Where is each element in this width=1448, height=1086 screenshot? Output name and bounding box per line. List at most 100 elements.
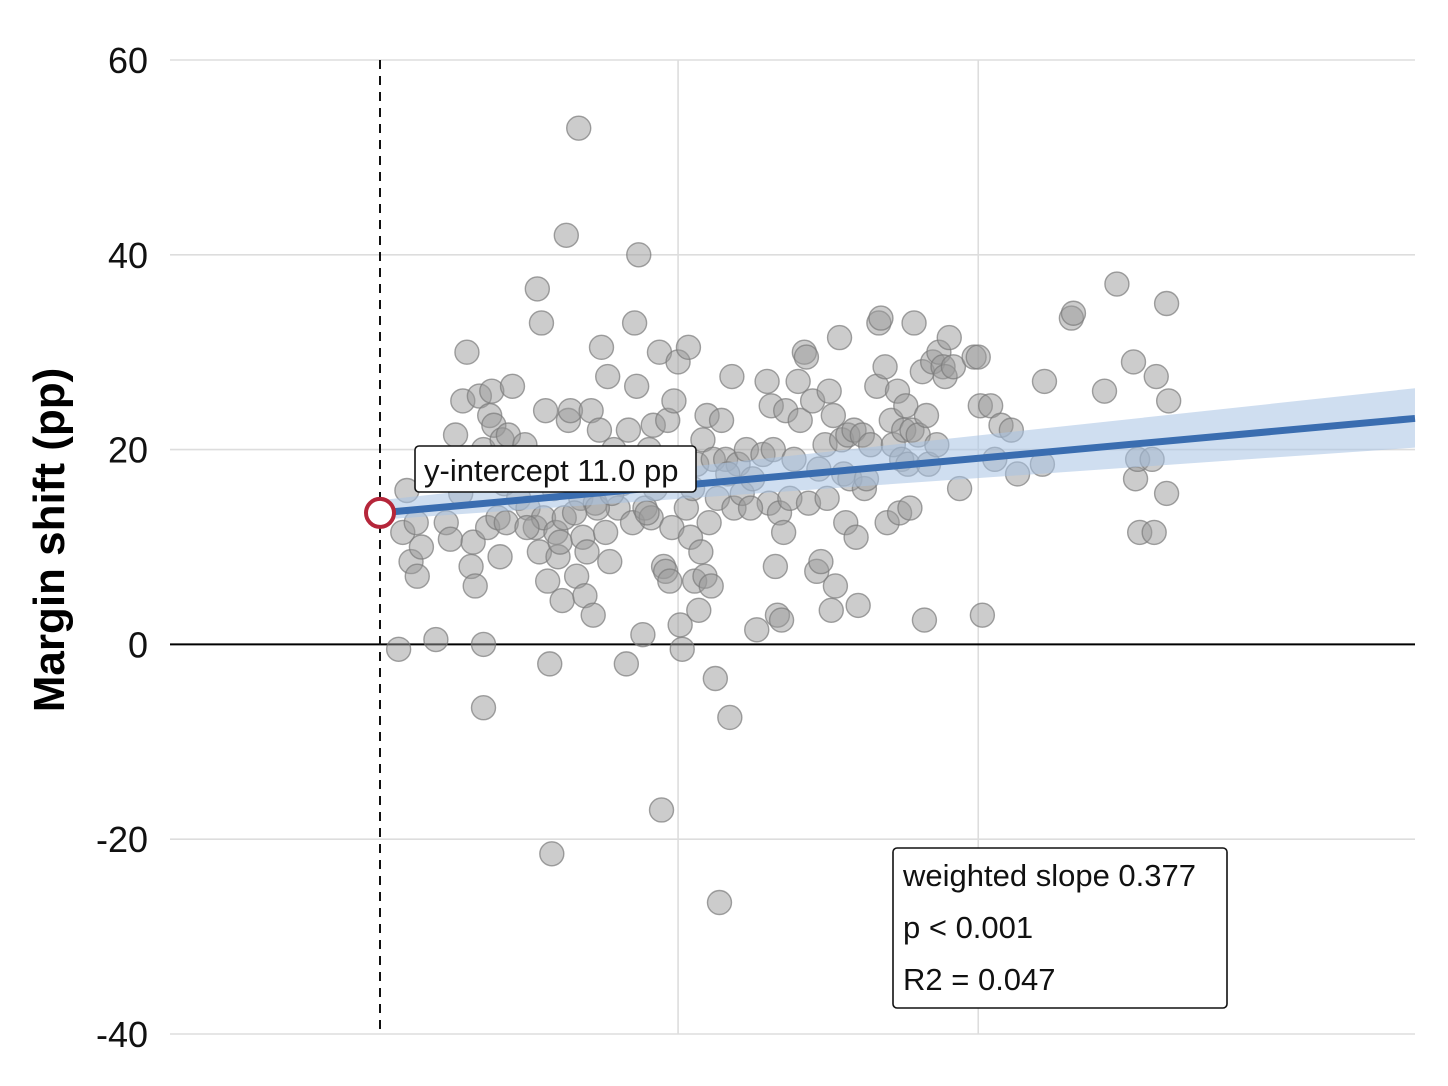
data-point: [969, 602, 996, 628]
intercept-annotation-text: y-intercept 11.0 pp: [424, 453, 678, 488]
y-tick-label: 20: [108, 430, 148, 471]
data-point: [442, 422, 469, 448]
data-point: [1120, 349, 1147, 375]
y-tick-labels: 60 40 20 0 -20 -40: [96, 40, 148, 1055]
data-point: [1104, 271, 1130, 297]
data-point: [696, 509, 722, 536]
data-point: [524, 276, 551, 302]
data-point: [634, 500, 660, 526]
intercept-annotation-box: [414, 445, 697, 493]
data-point: [940, 354, 967, 380]
data-point: [845, 592, 871, 619]
stats-line-slope: weighted slope 0.377: [902, 858, 1196, 893]
y-tick-label: 0: [128, 624, 148, 665]
data-point: [580, 602, 606, 628]
data-point: [717, 704, 743, 731]
data-point: [547, 529, 573, 555]
data-point: [539, 841, 565, 867]
data-point: [818, 597, 844, 624]
data-point: [872, 354, 898, 380]
intercept-annotation: y-intercept 11.0 pp: [414, 445, 697, 493]
data-point: [648, 797, 675, 823]
data-point: [1155, 388, 1182, 414]
data-point: [675, 334, 702, 361]
data-point: [615, 417, 642, 443]
data-point: [1031, 368, 1058, 395]
data-point: [913, 402, 940, 429]
stats-annotation-box: [892, 847, 1228, 1009]
data-point: [408, 534, 435, 560]
data-point: [404, 563, 430, 589]
data-point: [686, 597, 712, 624]
data-point: [462, 573, 488, 599]
data-point: [1141, 519, 1167, 546]
data-point: [785, 368, 811, 395]
data-points: [385, 115, 1182, 916]
data-point: [754, 368, 780, 395]
data-point: [822, 573, 849, 599]
data-point: [965, 344, 991, 370]
data-point: [437, 526, 464, 552]
data-point: [901, 310, 927, 336]
data-point: [423, 626, 449, 653]
data-point: [911, 607, 938, 633]
data-point: [936, 324, 962, 351]
data-point: [532, 397, 559, 424]
data-point: [487, 544, 513, 570]
data-point: [808, 548, 834, 575]
y-gridlines: [170, 59, 1415, 1035]
data-point: [770, 519, 797, 546]
data-point: [688, 539, 714, 565]
data-point: [553, 222, 579, 249]
data-point: [626, 242, 652, 268]
data-point: [479, 378, 505, 404]
data-point: [1153, 480, 1180, 507]
y-axis-label: Margin shift (pp): [25, 368, 74, 713]
data-point: [661, 388, 687, 414]
data-point: [793, 344, 820, 370]
data-point: [868, 305, 894, 331]
data-point: [514, 514, 540, 541]
data-point: [1091, 378, 1118, 404]
data-point: [586, 417, 613, 443]
data-point: [820, 402, 847, 429]
data-point: [826, 324, 853, 351]
data-point: [470, 695, 497, 721]
stats-annotation: weighted slope 0.377 p < 0.001 R2 = 0.04…: [892, 847, 1228, 1009]
data-point: [762, 553, 789, 580]
data-point: [657, 568, 683, 594]
data-point: [595, 363, 621, 390]
data-point: [574, 539, 600, 565]
data-point: [977, 393, 1004, 419]
stats-line-p: p < 0.001: [903, 910, 1033, 945]
data-point: [702, 665, 729, 692]
data-point: [630, 621, 656, 648]
y-tick-label: 60: [108, 40, 148, 81]
y-tick-label: -20: [96, 819, 148, 860]
data-point: [893, 393, 919, 419]
data-point: [613, 651, 640, 677]
data-point: [493, 509, 519, 536]
data-point: [698, 573, 724, 599]
stats-line-r2: R2 = 0.047: [903, 962, 1056, 997]
data-point: [566, 115, 592, 141]
data-point: [737, 495, 764, 521]
data-point: [1060, 300, 1087, 326]
data-point: [588, 334, 615, 361]
data-point: [708, 407, 735, 434]
intercept-marker: [364, 496, 396, 529]
data-point: [528, 310, 555, 336]
data-point: [669, 636, 695, 662]
data-point: [946, 475, 973, 502]
data-point: [897, 495, 923, 521]
data-point: [537, 651, 563, 677]
data-point: [470, 631, 497, 658]
data-point: [814, 485, 840, 511]
data-point: [454, 339, 480, 365]
data-point: [706, 889, 733, 916]
data-point: [549, 587, 575, 614]
data-point: [499, 373, 526, 399]
data-point: [385, 636, 412, 662]
y-tick-label: 40: [108, 235, 148, 276]
